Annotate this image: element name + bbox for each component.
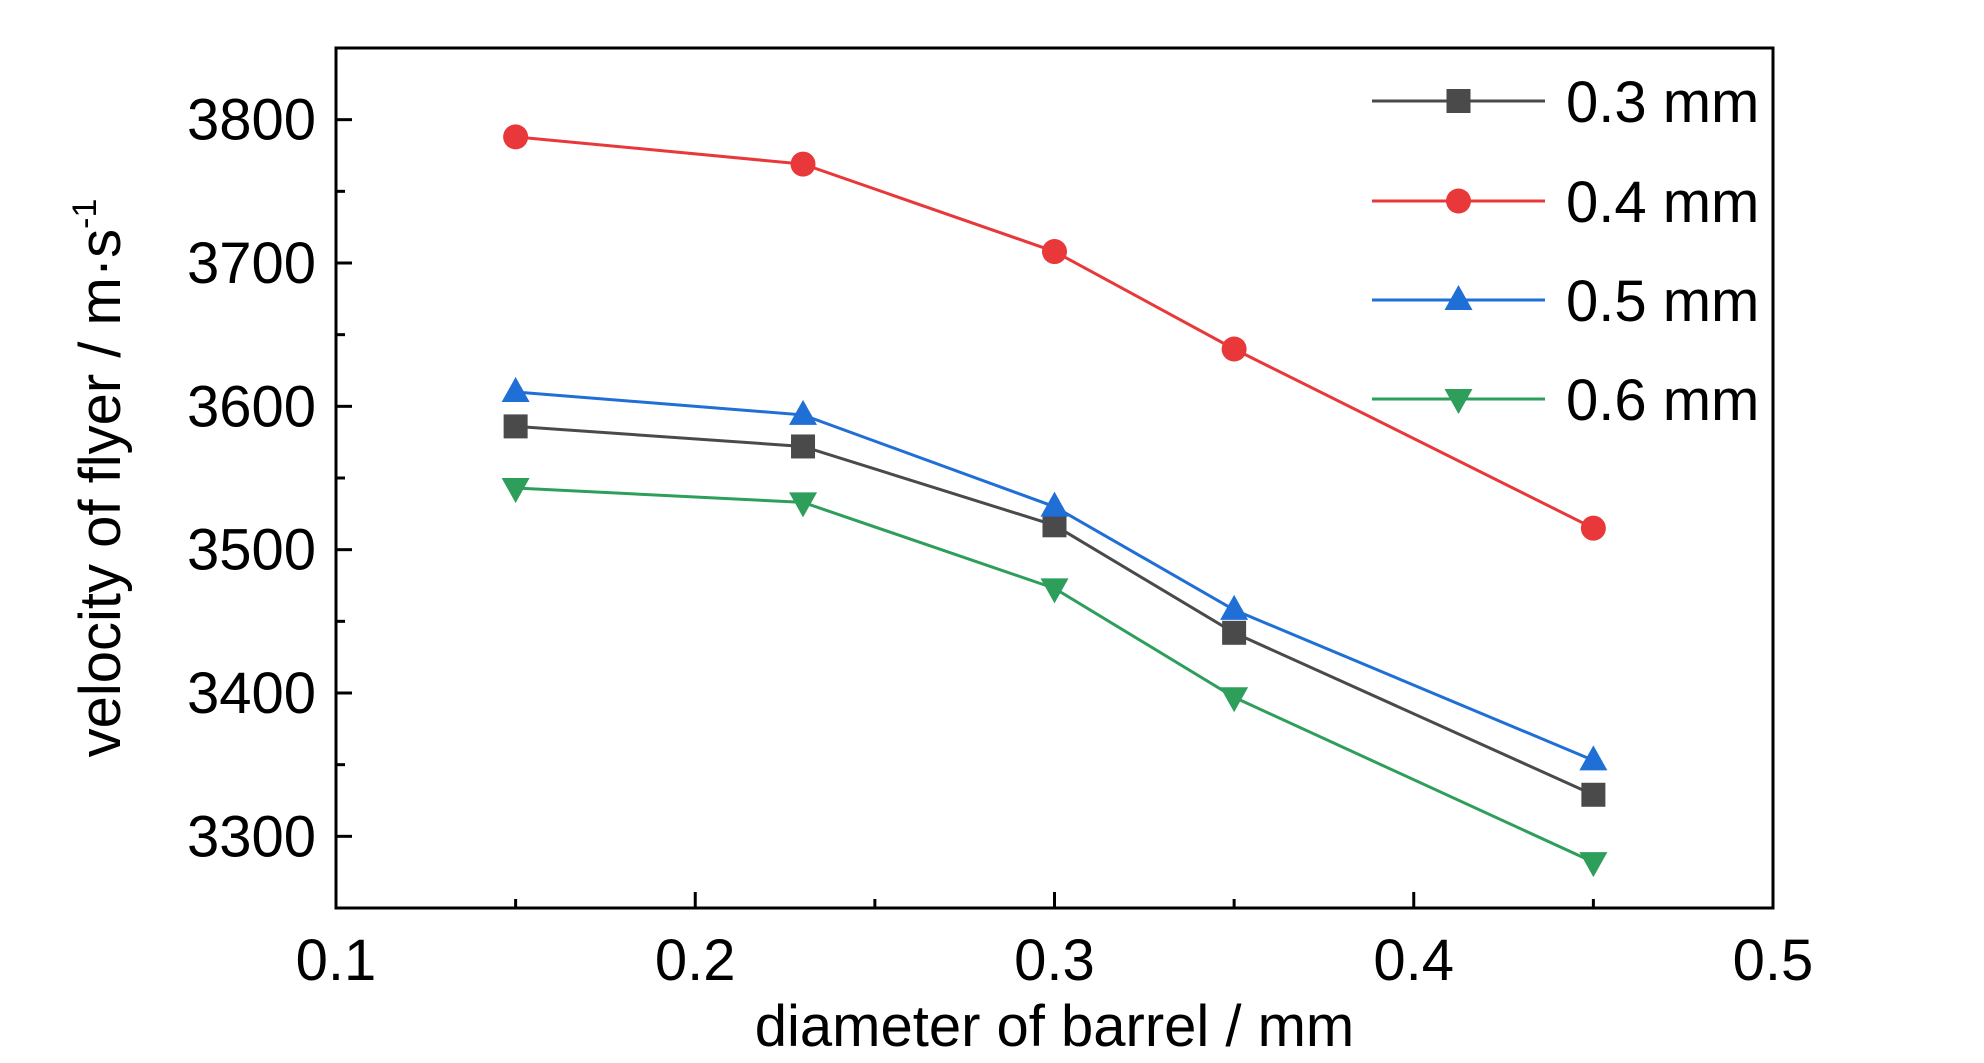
data-point [1220, 687, 1249, 713]
y-tick-label: 3500 [187, 518, 316, 583]
legend-item: 0.5 mm [1372, 269, 1759, 334]
y-tick-label: 3800 [187, 88, 316, 153]
y-tick-label: 3300 [187, 804, 316, 869]
x-axis-title: diameter of barrel / mm [755, 994, 1355, 1059]
x-tick-label: 0.5 [1733, 928, 1814, 993]
data-point [1040, 578, 1069, 604]
legend-label: 0.6 mm [1566, 368, 1759, 433]
data-point [789, 399, 818, 425]
data-point [1042, 239, 1067, 265]
legend: 0.3 mm 0.4 mm 0.5 mm 0.6 mm [1372, 70, 1759, 433]
data-point [501, 478, 530, 504]
y-axis-title-superscript: -1 [66, 199, 104, 229]
legend-label: 0.4 mm [1566, 170, 1759, 235]
legend-marker [1444, 285, 1473, 310]
series-line [515, 486, 1595, 864]
legend-marker [1446, 89, 1471, 113]
y-tick-label: 3600 [187, 374, 316, 439]
x-tick-label: 0.4 [1373, 928, 1454, 993]
data-point [1581, 782, 1606, 807]
data-point [1040, 491, 1069, 517]
legend-item: 0.3 mm [1372, 70, 1759, 135]
data-point [790, 151, 816, 177]
y-axis-title: velocity of flyer / m·s-1 [66, 199, 133, 758]
data-point [1220, 594, 1249, 620]
data-point [1042, 513, 1067, 538]
data-point [1579, 852, 1608, 878]
y-tick-label: 3400 [187, 661, 316, 726]
y-axis-title-text: velocity of flyer / m·s [68, 229, 133, 758]
x-tick-label: 0.3 [1014, 928, 1095, 993]
data-point [501, 377, 530, 402]
legend-item: 0.6 mm [1372, 368, 1759, 433]
data-point [503, 124, 529, 150]
data-point [1580, 515, 1606, 541]
x-tick-label: 0.2 [655, 928, 736, 993]
legend-label: 0.3 mm [1566, 70, 1759, 135]
y-tick-label: 3700 [187, 231, 316, 296]
series-line [515, 424, 1594, 797]
axes: 0.1 0.2 0.3 0.4 0.5 3300 3400 3500 3600 3700 3800 [187, 46, 1814, 993]
legend-marker [1446, 188, 1471, 214]
series-line [515, 135, 1595, 530]
x-tick-label: 0.1 [296, 928, 377, 993]
data-point [1579, 745, 1608, 771]
data-point [791, 434, 816, 459]
plot-area [501, 124, 1608, 878]
data-point [789, 492, 818, 518]
data-point [503, 414, 528, 439]
legend-label: 0.5 mm [1566, 269, 1759, 334]
data-point [1221, 336, 1247, 362]
legend-marker [1444, 389, 1473, 414]
legend-item: 0.4 mm [1372, 170, 1759, 235]
data-point [1222, 620, 1247, 645]
